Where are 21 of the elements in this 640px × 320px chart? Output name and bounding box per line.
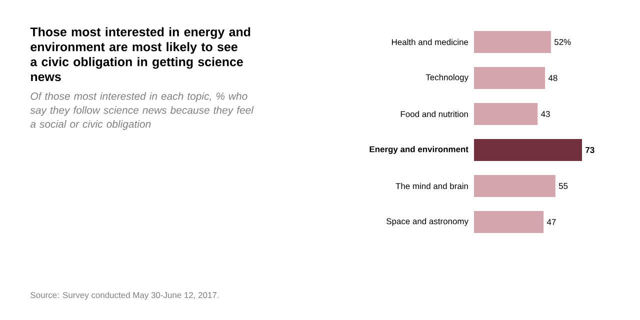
text: Those most interested in energy and environment are most likely to see a civic obligation in getting science news	[30, 27, 250, 82]
y-tick-label: Technology	[426, 74, 468, 82]
y-tick-label: Health and medicine	[392, 38, 468, 46]
text: Of those most interested in each topic, % who say they follow science news because they feel a social or civic obligation	[30, 92, 254, 130]
bar	[474, 139, 582, 161]
source-note: Source: Survey conducted May 30-June 12, 2017.	[30, 292, 218, 300]
bar	[474, 67, 546, 89]
y-tick-label: The mind and brain	[396, 182, 468, 190]
data-label: 73	[586, 147, 594, 153]
data-label: 43	[541, 111, 550, 117]
bar	[474, 174, 556, 197]
y-tick-label: Energy and environment	[370, 146, 468, 154]
data-label: 52%	[554, 39, 571, 45]
bar	[474, 31, 551, 53]
y-tick-label: Space and astronomy	[386, 218, 468, 226]
data-label: 55	[558, 183, 568, 189]
data-label: 48	[548, 75, 558, 81]
data-label: 47	[546, 219, 556, 225]
bar	[474, 103, 538, 125]
bar	[474, 210, 544, 233]
y-tick-label: Food and nutrition	[400, 110, 468, 118]
